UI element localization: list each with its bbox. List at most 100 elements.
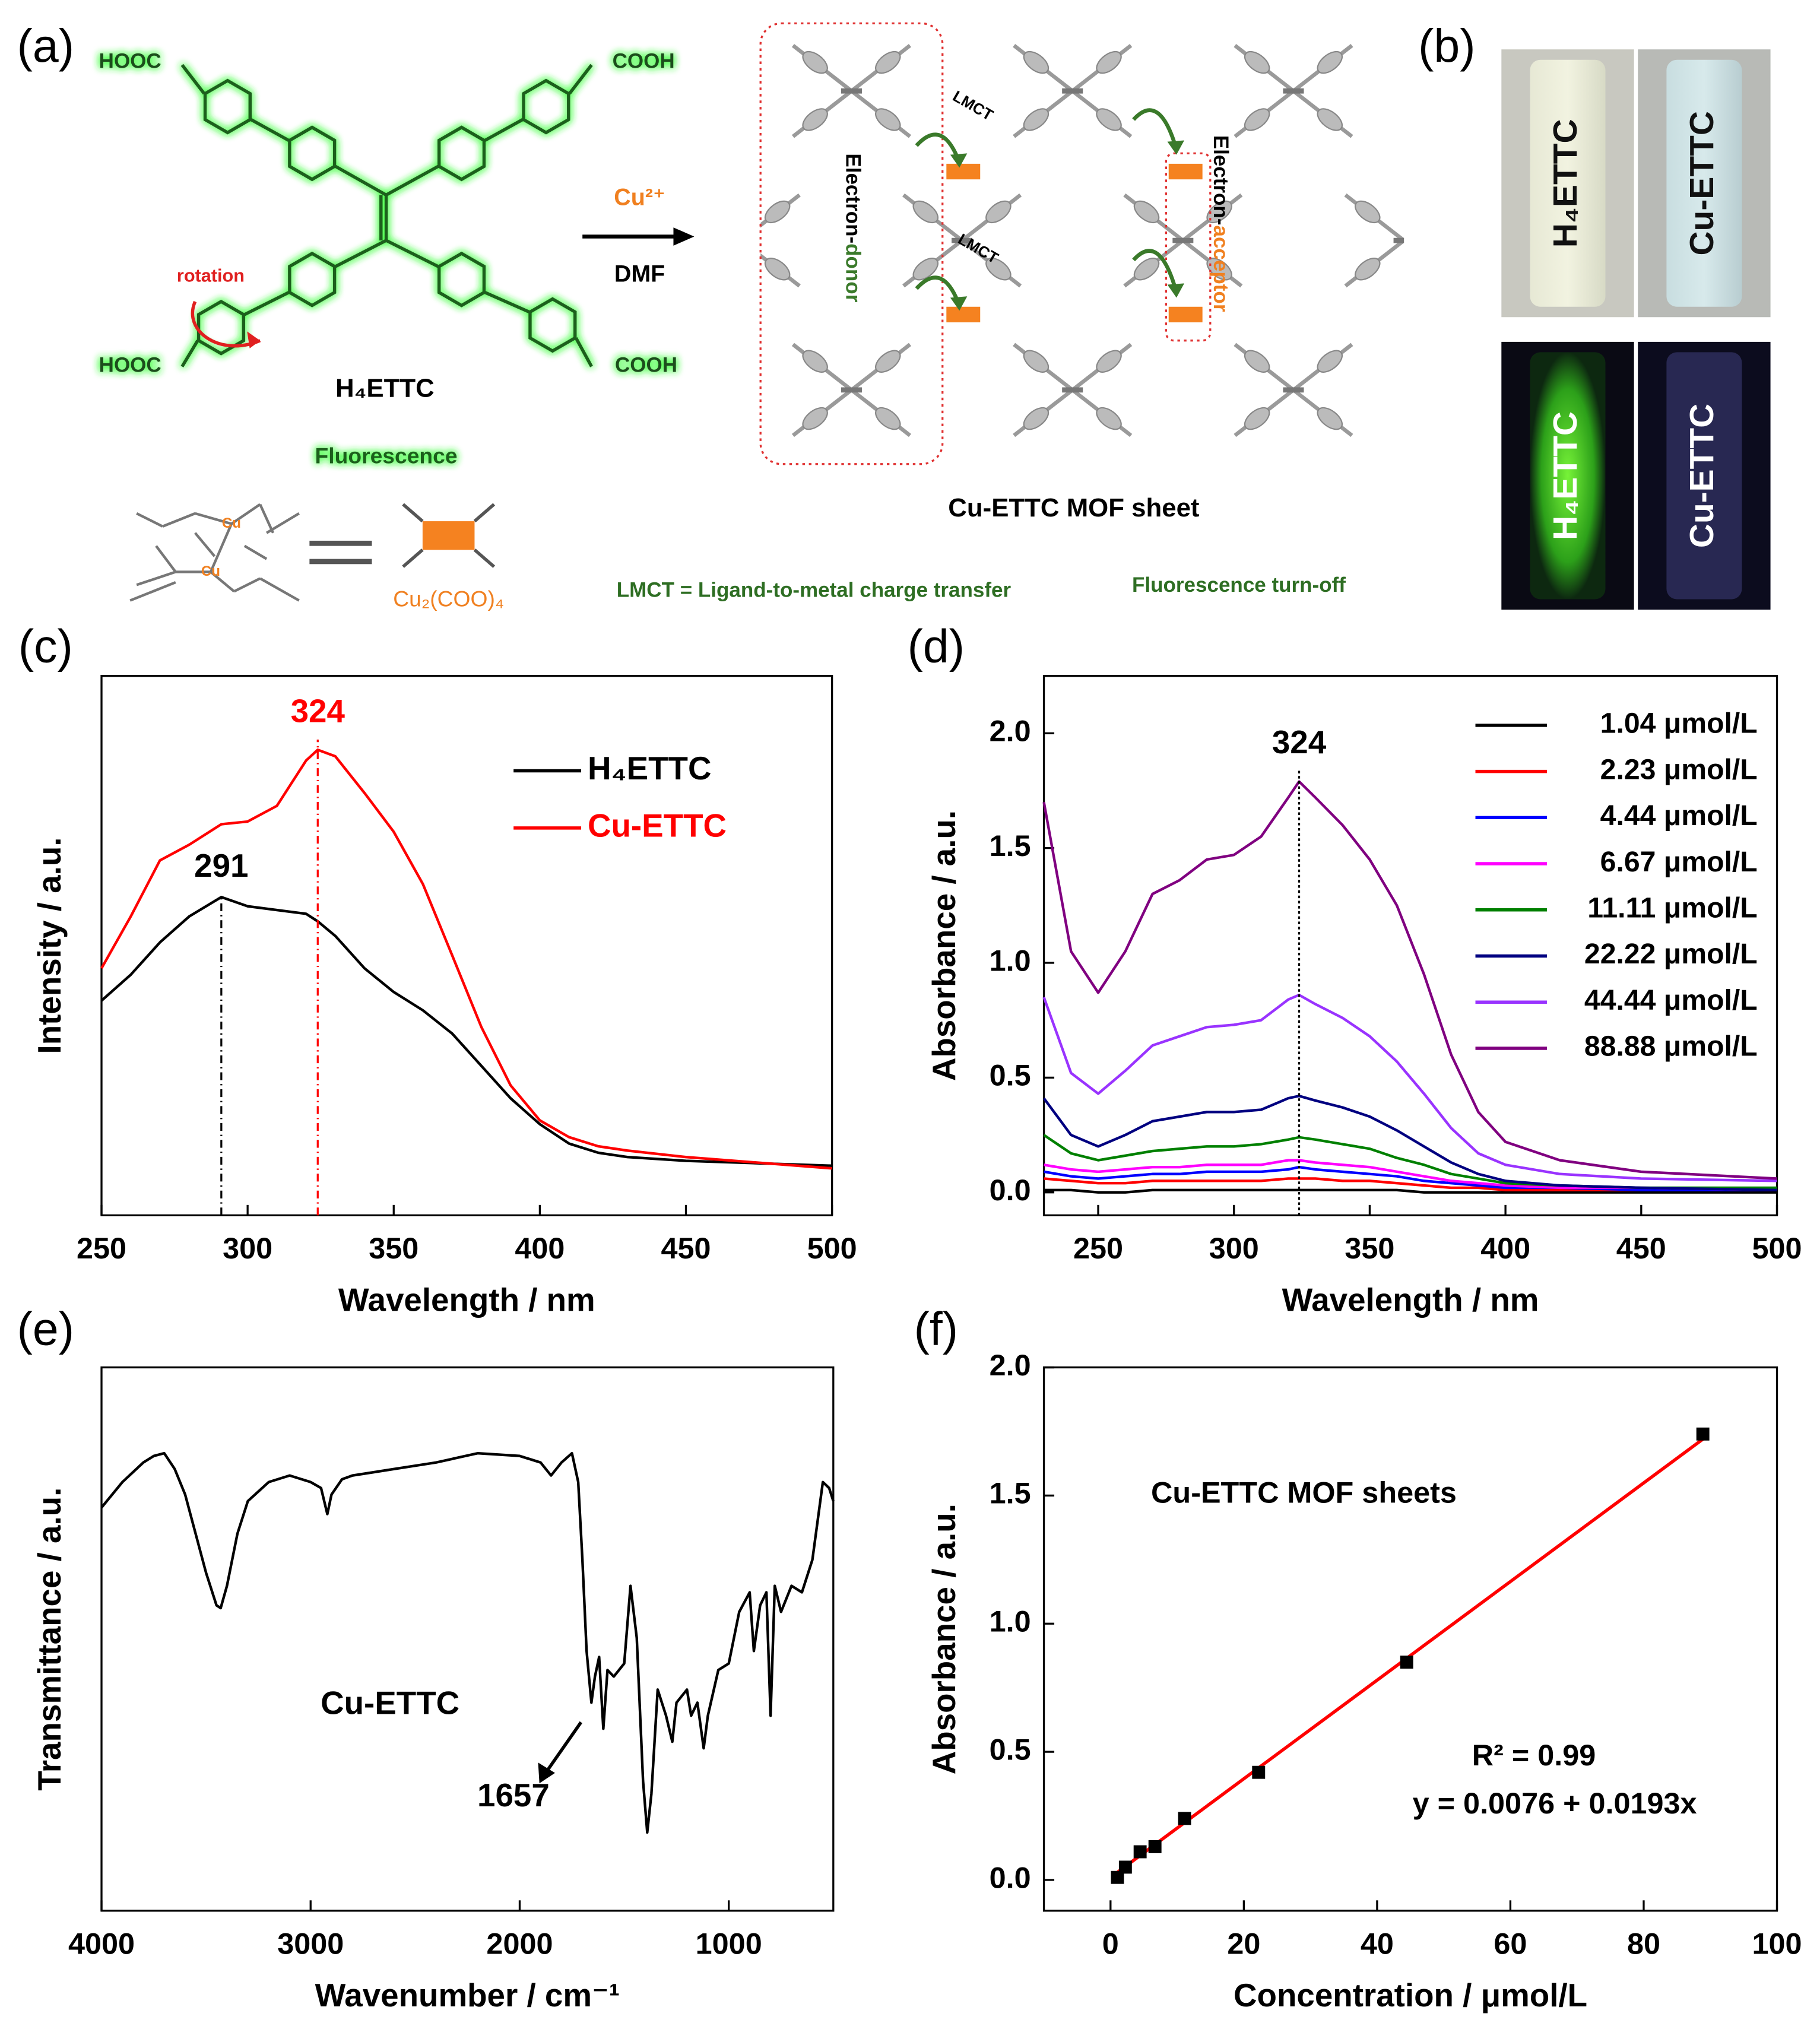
linker-ring	[1133, 258, 1160, 281]
linker-ring	[1355, 200, 1381, 224]
bond	[334, 239, 387, 268]
bond	[194, 532, 216, 557]
y-tick-label: 1.0	[990, 943, 1031, 977]
data-line	[100, 896, 832, 1167]
legend-label: 44.44 μmol/L	[1584, 984, 1758, 1016]
bond	[209, 523, 233, 573]
linker-ring	[875, 108, 901, 131]
plot-frame	[1042, 674, 1778, 1217]
acid-group: HOOC	[99, 49, 161, 72]
linker-ring	[875, 407, 901, 430]
linker-ring	[1133, 200, 1160, 224]
bond	[334, 164, 387, 196]
data-point	[1400, 1656, 1413, 1669]
phenyl-ring	[522, 78, 570, 135]
bond	[402, 548, 424, 568]
bond	[385, 239, 439, 268]
bond	[180, 64, 206, 95]
x-tick-label: 20	[1227, 1926, 1260, 1960]
cluster-node	[946, 163, 981, 180]
x-axis-label: Wavenumber / cm⁻¹	[315, 1977, 620, 2014]
bond	[402, 503, 424, 523]
turn-off-label: Fluorescence turn-off	[1132, 573, 1346, 597]
bond	[484, 291, 530, 314]
y-tick-label: 0.0	[990, 1173, 1031, 1207]
peak-arrow	[540, 1721, 583, 1780]
lmct-arrow	[1132, 249, 1179, 293]
x-tick-label: 500	[807, 1231, 857, 1265]
plot-frame	[100, 674, 833, 1217]
x-tick-label: 80	[1627, 1926, 1660, 1960]
data-point	[1133, 1845, 1147, 1859]
y-tick-label: 0.0	[990, 1860, 1031, 1894]
y-tick-label: 1.5	[990, 1476, 1031, 1510]
chart-panel: 0 20 40 60 80 100 0.0 0.5 1.0 1.5 2.0 Concentration…	[925, 1348, 1802, 2014]
linker-ring	[802, 108, 828, 131]
linker-ring	[802, 350, 828, 373]
tube-label: H₄ETTC	[1546, 119, 1584, 248]
tube-label: H₄ETTC	[1546, 411, 1584, 540]
ligand-structure	[180, 64, 593, 367]
linker-ring	[1244, 407, 1270, 430]
donor-box	[759, 22, 944, 465]
lmct-note: LMCT = Ligand-to-metal charge transfer	[617, 579, 1012, 602]
x-tick-label: 350	[1345, 1231, 1394, 1265]
legend-label: Cu-ETTC	[588, 807, 727, 844]
x-tick-label: 40	[1361, 1926, 1394, 1960]
vertical-label: Electron-donor	[841, 153, 864, 302]
tube-label: Cu-ETTC	[1683, 111, 1721, 255]
x-tick-label: 300	[223, 1231, 272, 1265]
data-line	[1042, 993, 1777, 1182]
data-point	[1148, 1840, 1162, 1853]
x-tick-label: 3000	[277, 1926, 344, 1960]
legend-label: 88.88 μmol/L	[1584, 1030, 1758, 1063]
data-line	[1042, 1095, 1777, 1192]
acceptor-box	[1165, 152, 1212, 342]
panel-label: (b)	[1418, 20, 1475, 72]
bond	[230, 503, 261, 525]
reagent-label: Cu²⁺	[614, 184, 665, 210]
bond	[259, 577, 300, 602]
data-line	[1044, 1177, 1777, 1192]
tube-label: Cu-ETTC	[1683, 404, 1721, 548]
x-tick-label: 400	[515, 1231, 565, 1265]
y-tick-label: 0.5	[990, 1058, 1031, 1092]
bond	[385, 164, 439, 196]
acid-group: HOOC	[99, 354, 161, 377]
bond	[136, 512, 163, 528]
bond	[210, 570, 235, 592]
linker-ring	[1244, 108, 1270, 131]
lmct-arrowhead	[950, 296, 968, 311]
linker-ring	[802, 50, 828, 74]
peak-label: 324	[1272, 724, 1327, 760]
cluster-structure	[129, 503, 300, 602]
tube	[1666, 59, 1742, 307]
tube	[1530, 59, 1606, 307]
linker-ring	[764, 200, 791, 224]
linker-ring	[1317, 108, 1343, 131]
y-axis-label: Transmittance / a.u.	[31, 1488, 68, 1791]
panel-label: (f)	[914, 1302, 958, 1355]
legend-label: 6.67 μmol/L	[1600, 846, 1758, 878]
legend-label: 22.22 μmol/L	[1584, 938, 1758, 970]
linker-ring	[1096, 50, 1122, 74]
tube	[1530, 352, 1606, 600]
cluster-label: Cu₂(COO)₄	[393, 586, 504, 611]
equals-bar	[309, 540, 372, 546]
bond	[568, 64, 593, 95]
phenyl-ring	[288, 125, 337, 182]
label-part: acceptor	[1209, 225, 1232, 312]
y-tick-label: 2.0	[990, 714, 1031, 748]
bond	[233, 577, 261, 593]
linker-ring	[1244, 350, 1270, 373]
lmct-arrowhead	[1167, 283, 1185, 298]
legend-label: 2.23 μmol/L	[1600, 753, 1758, 785]
linker-ring	[985, 200, 1012, 224]
data-point	[1696, 1427, 1710, 1441]
rotation-arrowhead	[247, 331, 261, 348]
y-axis-label: Absorbance / a.u.	[925, 810, 962, 1081]
x-tick-label: 60	[1494, 1926, 1527, 1960]
